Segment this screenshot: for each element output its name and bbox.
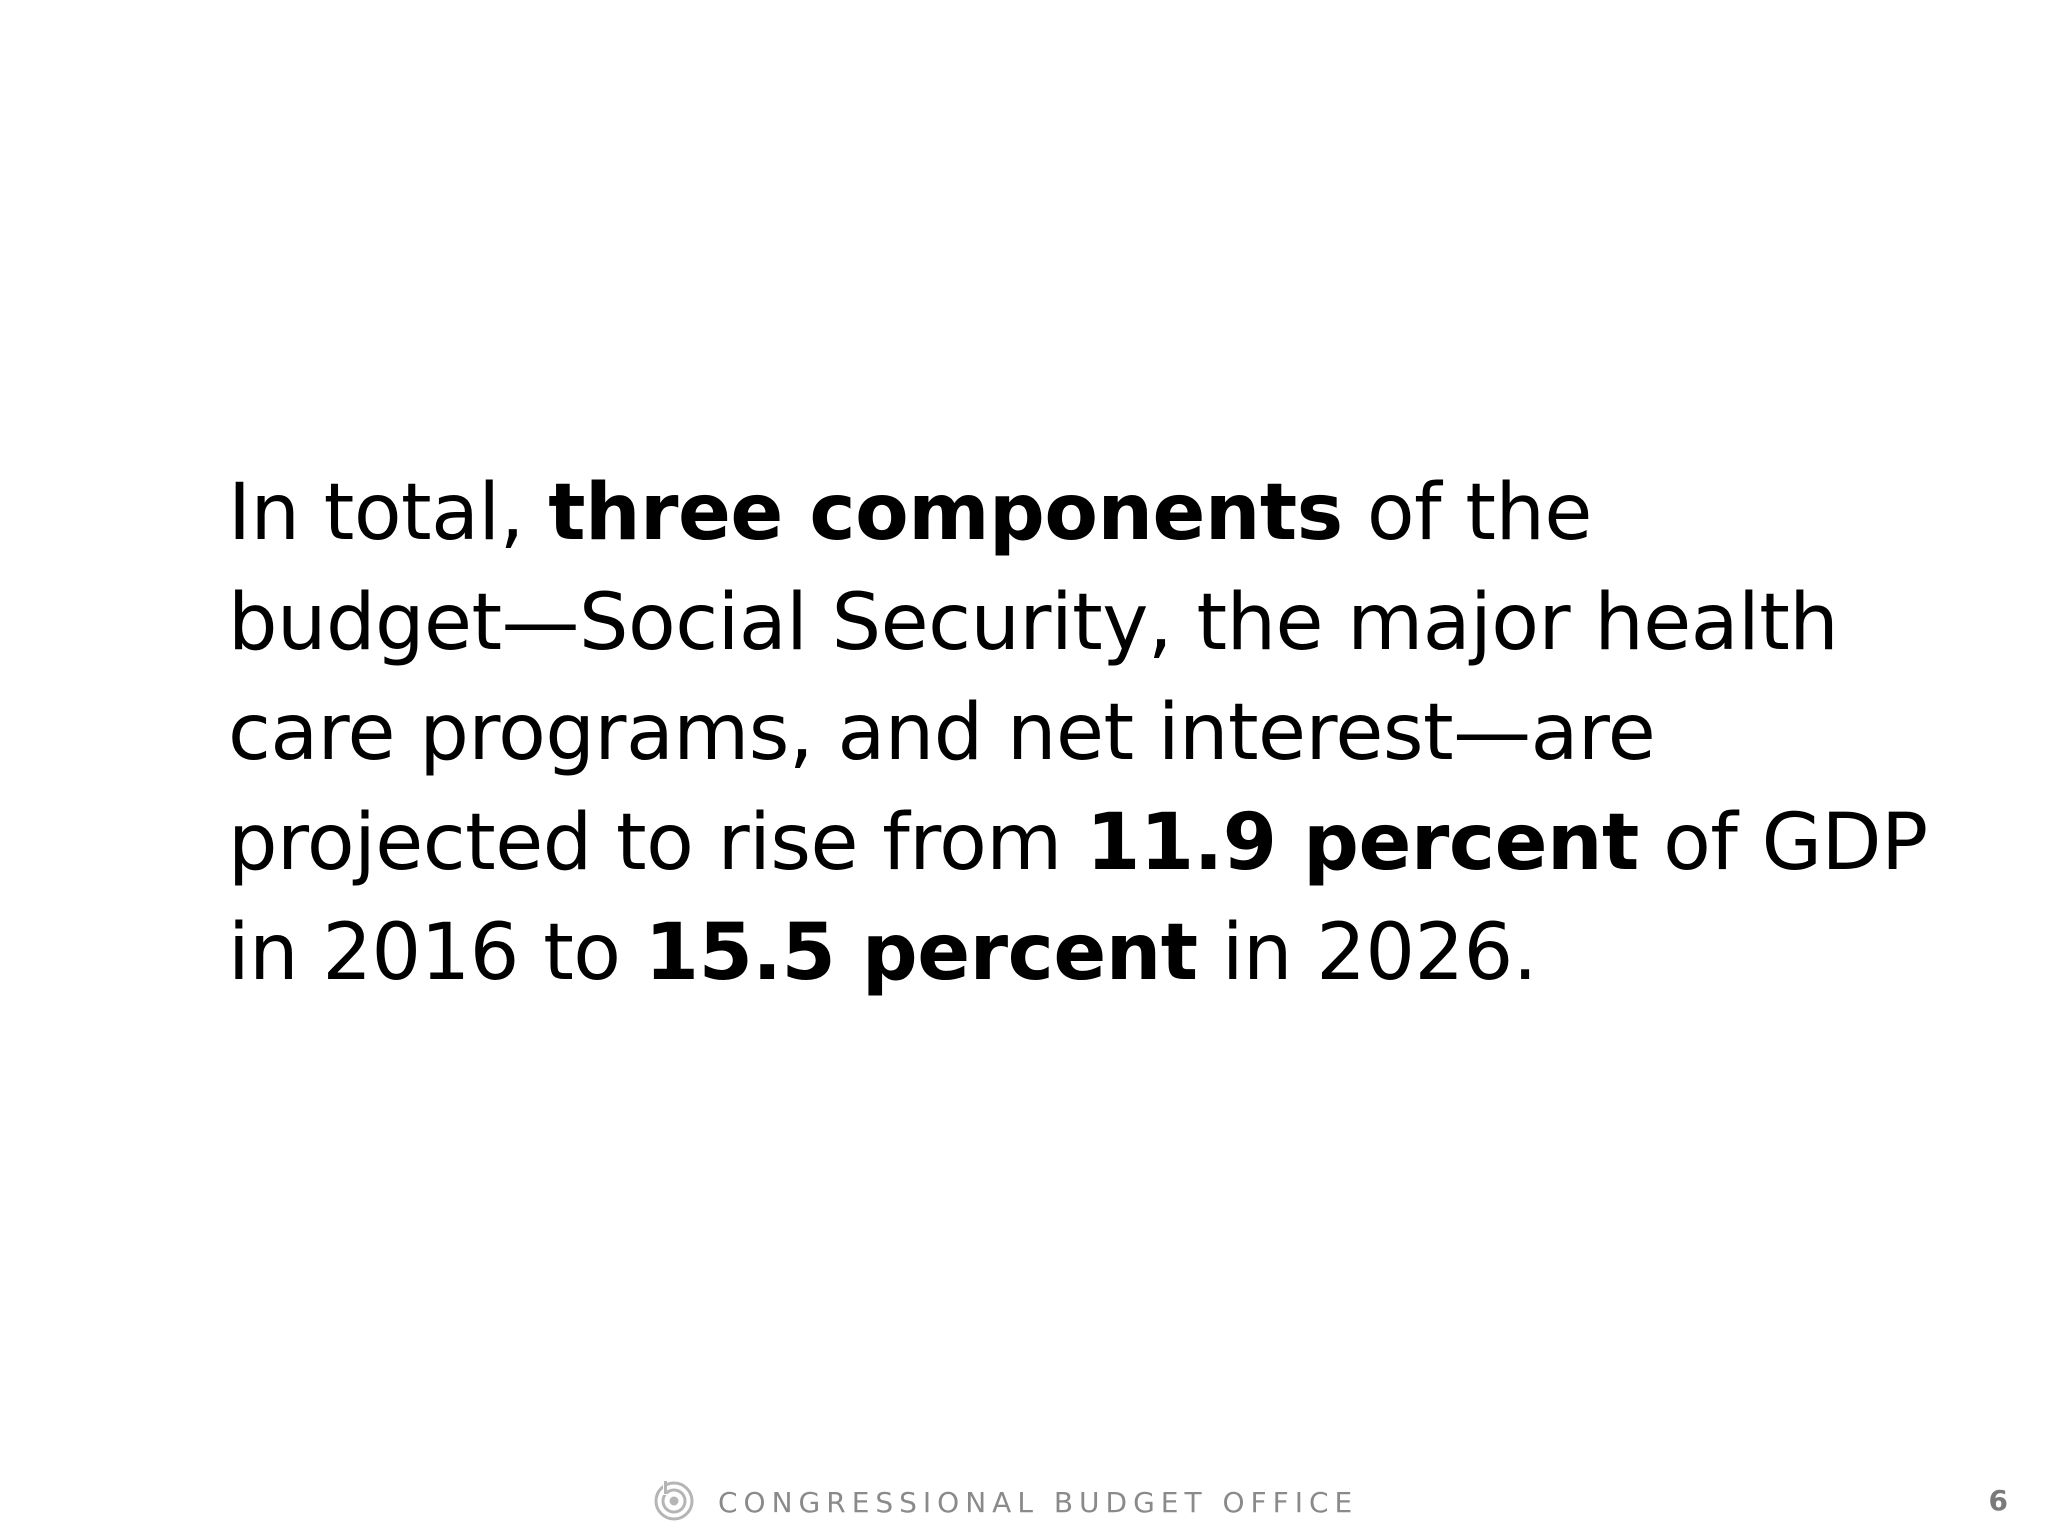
statement-emphasis: three components [548, 468, 1343, 558]
organization-name: CONGRESSIONAL BUDGET OFFICE [718, 1486, 1359, 1519]
cbo-logo-icon [654, 1481, 694, 1521]
statement-emphasis: 15.5 percent [644, 908, 1198, 998]
statement-line-2: budget—Social Security, the major health [228, 568, 1868, 678]
statement-text: in 2026. [1197, 908, 1538, 998]
statement-text: of GDP [1638, 798, 1928, 888]
statement-emphasis: 11.9 percent [1086, 798, 1639, 888]
statement-line-1: In total, three components of the [228, 458, 1868, 568]
statement-text: care programs, and net interest—are [228, 688, 1656, 778]
statement-text: projected to rise from [228, 798, 1087, 888]
key-statement: In total, three components of the budget… [228, 458, 1928, 1008]
statement-line-5: in 2016 to 15.5 percent in 2026. [228, 898, 1868, 1008]
statement-text: budget—Social Security, the major health [228, 578, 1839, 668]
statement-text: in 2016 to [228, 908, 645, 998]
page-number: 6 [1988, 1484, 2008, 1517]
statement-line-3: care programs, and net interest—are [228, 678, 1868, 788]
statement-text: of the [1342, 468, 1593, 558]
statement-line-4: projected to rise from 11.9 percent of G… [228, 788, 1928, 898]
statement-text: In total, [228, 468, 549, 558]
slide-footer: CONGRESSIONAL BUDGET OFFICE 6 [0, 1478, 2048, 1524]
